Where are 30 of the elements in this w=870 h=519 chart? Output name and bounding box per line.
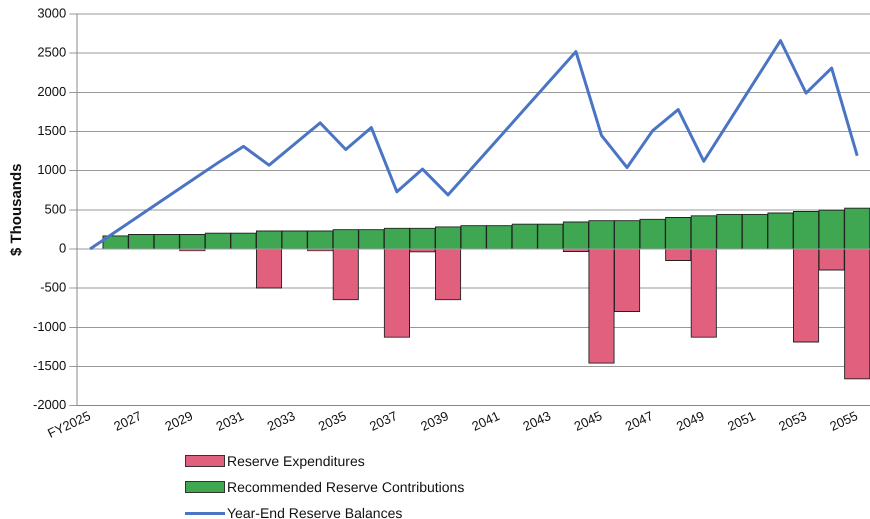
x-tick-label: 2049 [674,408,707,434]
y-tick-label: 2500 [37,44,66,60]
y-tick-label: 2000 [37,84,66,99]
x-tick-label: 2041 [469,408,502,434]
x-tick-label: 2043 [520,408,554,434]
legend-label: Reserve Expenditures [227,453,365,469]
y-tick-label: 3000 [37,6,66,21]
x-tick-label: 2037 [367,408,400,434]
y-axis-title: $ Thousands [8,164,26,256]
legend-label: Recommended Reserve Contributions [227,479,464,495]
x-tick-label: 2027 [111,408,144,434]
y-tick-label: -500 [40,280,66,295]
x-tick-label: 2039 [418,408,451,434]
y-tick-label: -1500 [33,358,66,374]
y-tick-label: 1500 [37,123,66,138]
x-tick-label: 2047 [622,408,656,434]
y-tick-label: 1000 [37,162,66,178]
x-tick-label: 2031 [214,408,246,434]
y-tick-label: -2000 [33,397,66,412]
x-tick-label: 2029 [162,408,196,434]
y-tick-label: 500 [44,201,66,216]
x-tick-label: 2051 [725,408,758,434]
legend-label: Year-End Reserve Balances [227,505,402,519]
x-tick-label: 2035 [316,408,349,434]
y-tick-label: -1000 [33,318,66,334]
y-tick-label: 0 [59,240,66,256]
x-tick-label: 2055 [827,408,860,434]
x-tick-label: 2033 [264,408,298,434]
x-tick-label: 2045 [572,408,604,434]
x-tick-label: 2053 [776,408,809,434]
